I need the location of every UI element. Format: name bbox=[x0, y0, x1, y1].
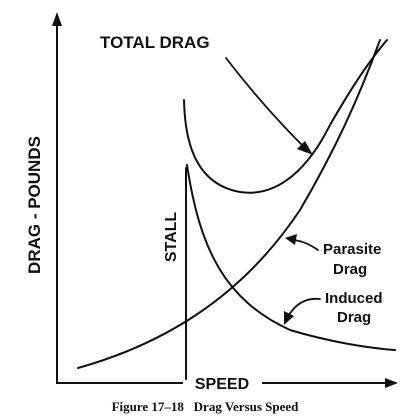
induced-drag-label-line2: Drag bbox=[337, 309, 371, 326]
induced-drag-leader bbox=[288, 297, 321, 316]
induced-drag-curve bbox=[186, 164, 396, 351]
induced-drag-label: Induced bbox=[325, 290, 383, 307]
parasite-drag-leader bbox=[292, 239, 319, 251]
figure-caption: Figure 17–18 Drag Versus Speed bbox=[112, 399, 300, 414]
parasite-drag-label-line2: Drag bbox=[333, 261, 367, 278]
total-drag-curve bbox=[183, 39, 388, 194]
total-drag-label: TOTAL DRAG bbox=[100, 33, 210, 52]
total-drag-leader-arrowhead bbox=[297, 141, 313, 155]
y-axis-label: DRAG - POUNDS bbox=[25, 136, 44, 274]
y-axis-arrowhead bbox=[52, 12, 62, 26]
induced-drag-leader-arrowhead bbox=[284, 311, 294, 325]
x-axis-arrowhead bbox=[385, 378, 398, 388]
total-drag-leader bbox=[225, 57, 304, 147]
x-axis-label: SPEED bbox=[195, 376, 249, 393]
parasite-drag-leader-arrowhead bbox=[285, 234, 297, 245]
parasite-drag-label: Parasite bbox=[323, 241, 381, 258]
stall-label: STALL bbox=[163, 212, 180, 263]
parasite-drag-curve bbox=[77, 39, 381, 369]
